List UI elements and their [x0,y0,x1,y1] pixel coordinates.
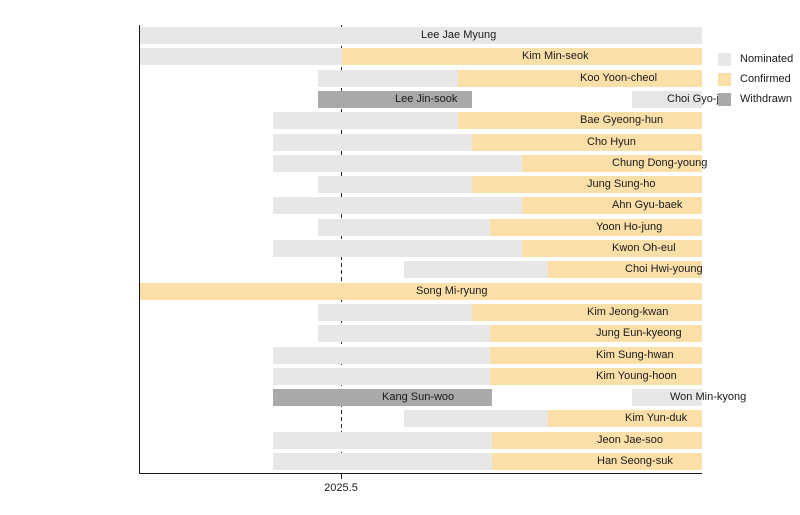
bar-segment-confirmed[interactable] [522,240,702,257]
bar-segment-nominated[interactable] [318,303,472,321]
chart-row: SMEsHan Seong-suk [140,451,702,472]
plot-area: PresidentLee Jae MyungPrime MinisterKim … [140,25,746,473]
chart-row: ScienceBae Gyeong-hun [140,110,702,131]
bar-label: Yoon Ho-jung [596,220,663,233]
bar-segment-nominated[interactable] [318,176,472,194]
bar-label: Choi Hwi-young [625,263,703,276]
legend-label: Confirmed [740,73,791,85]
bar-segment-withdrawn[interactable] [318,90,472,108]
chart-row: Prime MinisterKim Min-seok [140,46,702,67]
chart-row: UnificationChung Dong-young [140,153,707,174]
tick-mark [341,473,342,479]
bar-segment-nominated[interactable] [632,389,702,407]
bar-label: Cho Hyun [587,135,636,148]
chart-row: CultureChoi Hwi-young [140,259,703,280]
bar-segment-nominated[interactable] [632,90,702,108]
bar-label: Chung Dong-young [612,156,708,169]
chart-row: EnvironmentKim Sung-hwan [140,345,702,366]
chart-row: EconomyKoo Yoon-cheol [140,68,702,89]
chart-row: HealthJung Eun-kyeong [140,323,702,344]
bar-label: Kwon Oh-eul [612,242,676,254]
bar-segment-nominated[interactable] [140,48,342,66]
y-axis-line [139,25,140,473]
bar-segment-confirmed[interactable] [490,346,702,364]
bar-label: Jung Eun-kyeong [596,327,682,340]
bar-label: Choi Gyo-jin [667,92,728,105]
bar-segment-nominated[interactable] [318,218,490,236]
chart-row: DefenseAhn Gyu-baek [140,195,702,216]
x-axis-line [139,473,702,474]
bar-segment-nominated[interactable] [273,112,458,130]
bar-segment-confirmed[interactable] [458,112,702,130]
bar-label: Jung Sung-ho [587,178,656,191]
bar-segment-confirmed[interactable] [140,282,702,300]
bar-segment-nominated[interactable] [404,261,548,279]
bar-label: Kang Sun-woo [382,391,455,404]
bar-segment-nominated[interactable] [273,431,492,449]
bar-segment-nominated[interactable] [273,453,492,470]
bar-label: Kim Young-hoon [596,369,677,382]
bar-segment-nominated[interactable] [318,325,490,343]
bar-segment-confirmed[interactable] [458,69,702,87]
bar-label: Lee Jin-sook [395,92,458,105]
bar-segment-nominated[interactable] [273,346,490,364]
chart-row: IndustryKim Jeong-kwan [140,302,702,323]
bar-segment-confirmed[interactable] [522,154,702,172]
bar-label: Kim Sung-hwan [596,348,674,361]
legend-swatch-icon [718,73,731,86]
bar-segment-nominated[interactable] [273,240,522,257]
bar-label: Ahn Gyu-baek [612,199,683,212]
bar-segment-nominated[interactable] [273,133,472,151]
bar-label: Bae Gyeong-hun [580,114,664,127]
bar-segment-confirmed[interactable] [472,133,702,151]
bar-segment-nominated[interactable] [318,69,458,87]
bar-segment-confirmed[interactable] [522,197,702,215]
bar-label: Han Seong-suk [597,455,673,467]
bar-label: Lee Jae Myung [421,29,497,41]
bar-segment-confirmed[interactable] [472,303,702,321]
chart-row: ForeignCho Hyun [140,132,702,153]
legend-label: Nominated [740,53,794,65]
bar-segment-nominated[interactable] [273,367,490,385]
bar-label: Song Mi-ryung [416,284,488,297]
bar-segment-confirmed[interactable] [490,325,702,343]
bar-segment-confirmed[interactable] [472,176,702,194]
legend-swatch-icon [718,53,731,66]
chart-row: InteriorYoon Ho-jung [140,217,702,238]
bar-segment-confirmed[interactable] [490,218,702,236]
bar-label: Kim Jeong-kwan [587,305,669,318]
legend-swatch-icon [718,93,731,106]
bar-label: Jeon Jae-soo [597,433,664,446]
chart-row: VeteransKwon Oh-eul [140,238,702,259]
bar-label: Kim Min-seok [522,50,589,63]
bar-label: Won Min-kyong [670,391,747,404]
bar-segment-withdrawn[interactable] [273,389,492,407]
bar-segment-confirmed[interactable] [548,410,702,428]
bar-segment-confirmed[interactable] [492,431,702,449]
bar-segment-confirmed[interactable] [342,48,702,66]
chart-row: OceansJeon Jae-soo [140,430,702,451]
bar-segment-confirmed[interactable] [548,261,702,279]
chart-row: LaborKim Young-hoon [140,366,702,387]
bar-segment-nominated[interactable] [404,410,548,428]
chart-row: JusticeJung Sung-ho [140,174,702,195]
bar-segment-nominated[interactable] [140,27,702,44]
chart-row: AgricultureSong Mi-ryung [140,281,702,302]
tick-label: 2025.5 [324,482,358,494]
chart-row: PresidentLee Jae Myung [140,25,702,46]
bar-segment-confirmed[interactable] [492,453,702,470]
bar-segment-nominated[interactable] [273,154,522,172]
bar-segment-nominated[interactable] [273,197,522,215]
bar-segment-confirmed[interactable] [490,367,702,385]
chart-row: LandKim Yun-duk [140,408,702,429]
legend-label: Withdrawn [740,93,792,105]
bar-label: Koo Yoon-cheol [580,71,658,84]
bar-label: Kim Yun-duk [625,412,688,425]
